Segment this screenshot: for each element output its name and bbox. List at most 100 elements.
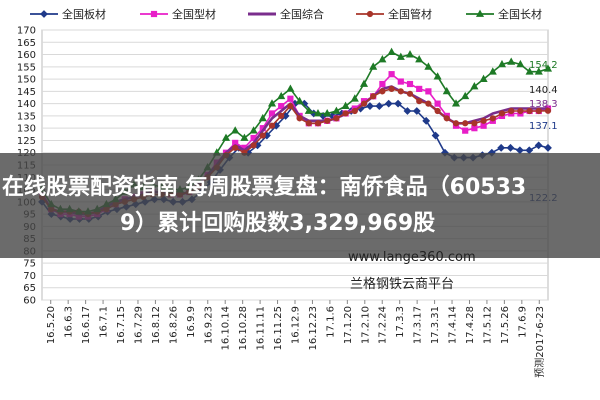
data-point [351,107,358,115]
x-tick-label: 17.1.6 [325,306,336,338]
x-tick-label: 16.12.23 [308,306,319,351]
data-point [221,133,231,141]
legend-label: 全国综合 [280,7,324,21]
legend-label: 全国型材 [172,7,216,21]
x-tick-label: 17.6.9 [517,306,528,338]
y-tick-label: 155 [17,62,36,73]
data-point [497,143,506,152]
x-tick-label: 17.3.3 [395,306,406,338]
data-point [287,95,294,102]
x-tick-label: 预测2017-6-23 [533,306,546,378]
end-value-label: 154.2 [529,60,558,71]
data-point [498,110,506,117]
x-tick-label: 17.2.10 [360,306,371,344]
data-point [544,143,552,152]
data-point [333,115,340,122]
data-point [544,107,552,114]
x-tick-label: 16.9.23 [203,306,214,344]
data-point [305,120,312,127]
y-tick-label: 135 [17,111,36,122]
y-tick-label: 125 [17,136,36,147]
data-point [259,132,266,139]
data-point [287,102,294,110]
data-point [535,107,542,115]
data-point [479,74,488,82]
data-point [471,120,478,127]
data-point [534,67,543,75]
x-tick-label: 16.7.1 [99,306,110,338]
data-point [341,101,350,109]
data-point [431,131,440,140]
data-point [462,120,469,127]
data-point [415,55,424,63]
data-point [406,90,414,97]
x-tick-label: 16.12.9 [291,306,302,344]
data-point [369,62,378,70]
y-tick-label: 60 [23,296,36,307]
data-point [384,99,393,108]
data-point [150,10,158,18]
data-point [379,80,386,88]
data-point [526,107,533,115]
data-point [534,141,543,150]
data-point [240,133,249,141]
x-tick-label: 16.6.17 [81,306,92,344]
x-tick-label: 16.11.25 [273,306,284,351]
data-point [249,126,258,134]
data-point [360,100,368,107]
data-point [258,113,267,122]
data-point [425,100,432,107]
data-point [231,126,240,134]
data-point [278,102,285,110]
data-point [489,115,496,122]
y-tick-label: 130 [17,124,36,135]
data-point [416,98,423,105]
data-point [475,9,485,17]
x-tick-label: 17.1.20 [343,306,354,344]
x-tick-label: 16.10.28 [238,306,249,351]
data-point [516,59,525,68]
data-point [277,91,286,100]
data-point [397,88,404,95]
legend-item: 全国管材 [356,7,432,21]
y-tick-label: 160 [17,50,36,61]
data-point [462,127,469,134]
data-point [366,102,374,110]
data-point [497,59,507,68]
y-tick-label: 140 [17,99,36,110]
data-point [442,86,451,95]
y-tick-label: 150 [17,75,36,86]
data-point [359,79,369,87]
data-point [350,94,359,102]
data-point [323,109,332,117]
end-value-label: 138.3 [529,99,558,110]
data-point [452,120,460,127]
overlay-banner: 在线股票配资指南 每周股票复盘：南侨食品（60533 9）累计回购股数3,329… [0,153,600,258]
data-point [470,82,479,90]
watermark-url: www.lange360.com [348,250,476,265]
data-point [268,122,276,129]
data-point [268,110,276,117]
x-tick-label: 17.5.12 [482,306,493,344]
x-tick-label: 16.6.3 [64,306,75,338]
data-point [379,88,386,95]
x-tick-label: 17.3.31 [430,306,441,344]
data-point [416,85,423,93]
data-point [388,85,395,93]
data-point [378,55,387,63]
y-tick-label: 70 [23,271,36,282]
x-tick-label: 17.4.14 [448,306,459,344]
data-point [412,107,421,115]
data-point [313,109,323,117]
data-point [525,67,534,75]
data-point [507,57,516,65]
x-tick-label: 16.5.20 [46,306,57,344]
x-tick-label: 16.9.9 [186,306,197,338]
data-point [324,117,331,124]
data-point [278,112,285,120]
x-tick-label: 16.8.12 [151,306,162,344]
chart-legend: 全国板材 全国型材 全国综合 全国管材 全国长材 [30,7,542,21]
x-axis: 16.5.20 16.6.3 16.6.17 16.7.1 16.7.15 16.7.29… [46,300,546,378]
data-point [488,67,497,75]
x-tick-label: 16.7.29 [133,306,144,344]
